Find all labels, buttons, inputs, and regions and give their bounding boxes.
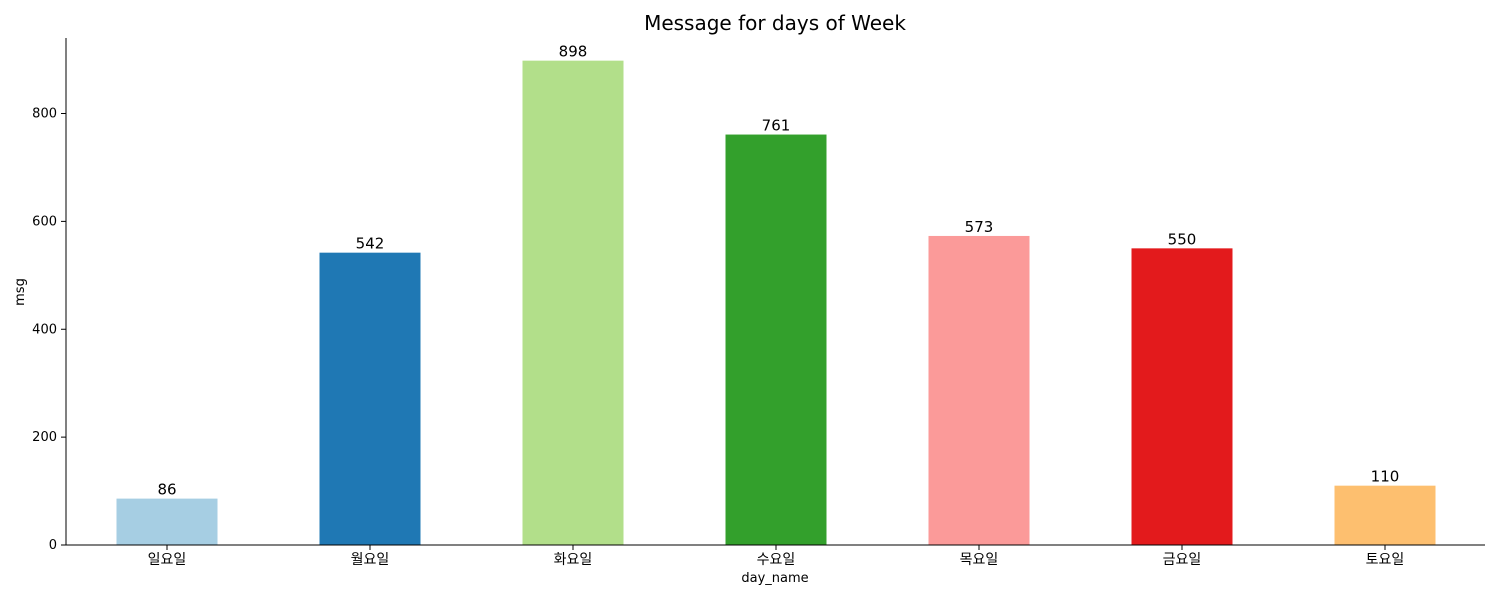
bar-4 xyxy=(928,235,1030,545)
y-tick-label: 400 xyxy=(32,322,57,337)
bar-1 xyxy=(319,252,421,545)
bar-value-label: 898 xyxy=(559,43,588,61)
bar-value-label: 761 xyxy=(762,117,791,135)
x-tick-label: 화요일 xyxy=(554,552,593,568)
x-tick-label: 목요일 xyxy=(960,552,999,568)
bar-value-label: 110 xyxy=(1371,468,1400,486)
chart-title: Message for days of Week xyxy=(644,11,906,35)
bar-6 xyxy=(1334,485,1436,545)
labels-layer: 86 일요일 542 월요일 898 화요일 761 수요일 573 목요일 550 금요일 110 토요… xyxy=(32,43,1404,568)
bars-layer xyxy=(116,60,1436,545)
y-tick-label: 600 xyxy=(32,214,57,229)
bar-3 xyxy=(725,134,827,545)
bar-5 xyxy=(1131,248,1233,545)
bar-value-label: 573 xyxy=(965,218,994,236)
bar-2 xyxy=(522,60,624,545)
x-tick-label: 금요일 xyxy=(1163,552,1202,568)
x-tick-label: 월요일 xyxy=(351,552,390,568)
axes-layer xyxy=(61,38,1485,550)
y-tick-label: 200 xyxy=(32,430,57,445)
x-tick-label: 일요일 xyxy=(148,552,187,568)
x-tick-label: 토요일 xyxy=(1366,552,1405,568)
y-axis-label: msg xyxy=(13,278,28,306)
bar-value-label: 86 xyxy=(157,481,176,499)
bar-value-label: 542 xyxy=(356,235,385,253)
y-tick-label: 0 xyxy=(49,538,57,553)
bar-value-label: 550 xyxy=(1168,230,1197,248)
y-tick-label: 800 xyxy=(32,107,57,122)
x-axis-label: day_name xyxy=(741,571,808,586)
x-tick-label: 수요일 xyxy=(757,552,796,568)
bar-0 xyxy=(116,498,218,545)
